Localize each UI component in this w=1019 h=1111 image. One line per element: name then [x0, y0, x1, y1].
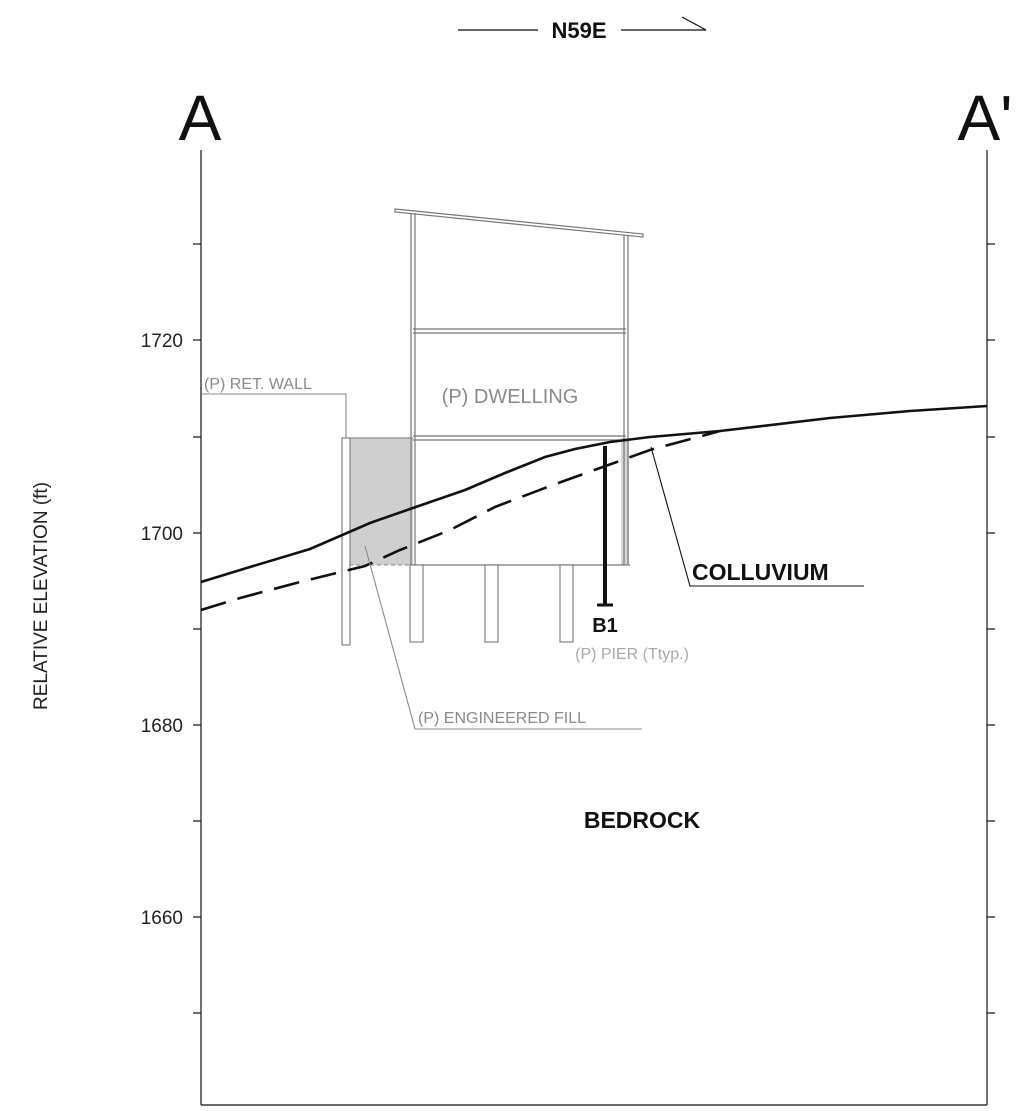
retaining-wall-leader [202, 393, 347, 438]
pier-3 [559, 564, 574, 643]
pier-1 [409, 564, 424, 643]
colluvium-label: COLLUVIUM [692, 559, 829, 585]
retaining-wall-label: (P) RET. WALL [204, 376, 312, 393]
ground-surface-line [200, 404, 988, 584]
direction-label: N59E [551, 18, 606, 43]
engineered-fill-leader [364, 545, 642, 730]
section-start-label: A [179, 82, 222, 154]
dwelling-label: (P) DWELLING [442, 386, 579, 408]
tick-label-1660: 1660 [141, 908, 183, 929]
bedrock-label: BEDROCK [584, 807, 701, 833]
direction-indicator: N59E [458, 16, 707, 43]
boring-label: B1 [592, 615, 618, 637]
pier-label: (P) PIER (Ttyp.) [575, 646, 689, 663]
left-ticks [193, 243, 201, 1014]
section-end-label: A' [958, 82, 1013, 154]
boring-b1 [597, 446, 613, 607]
engineered-fill-label: (P) ENGINEERED FILL [418, 710, 586, 727]
pier-2 [484, 564, 499, 643]
colluvium-leader [650, 446, 864, 587]
right-ticks [987, 243, 995, 1014]
bedrock-contact-line [200, 429, 721, 612]
tick-label-1680: 1680 [141, 716, 183, 737]
y-axis-label: RELATIVE ELEVATION (ft) [31, 482, 52, 710]
engineered-fill-area [349, 438, 629, 565]
piers [409, 564, 574, 643]
section-frame [200, 150, 988, 1106]
tick-label-1700: 1700 [141, 524, 183, 545]
tick-label-1720: 1720 [141, 331, 183, 352]
